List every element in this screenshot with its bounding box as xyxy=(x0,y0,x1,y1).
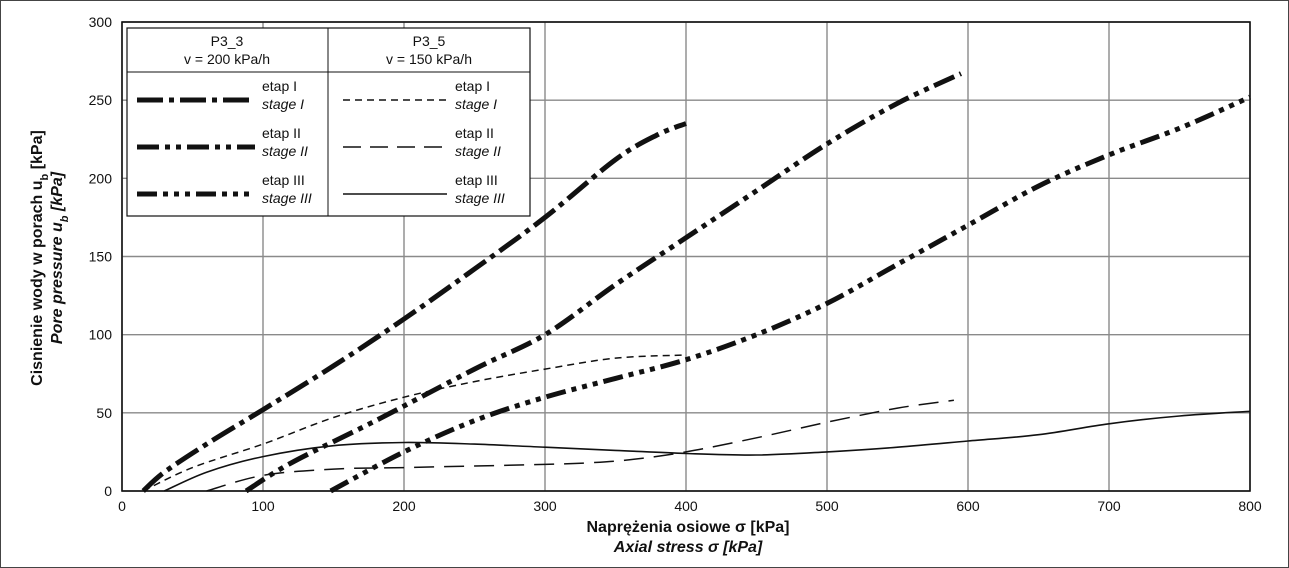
x-axis-title-en: Axial stress σ [kPa] xyxy=(613,539,763,556)
x-tick-label: 600 xyxy=(956,498,980,514)
y-axis-title-main: Cisnienie wody w porach u xyxy=(29,180,46,385)
y-axis-title-unit: [kPa] xyxy=(29,130,46,174)
legend-group-p33-name: P3_3 xyxy=(211,33,244,49)
y-axis-title-en-unit: [kPa] xyxy=(49,171,66,215)
series-line-p35-stage-ii xyxy=(206,399,955,492)
legend-p33-stage2-pl: etap II xyxy=(262,125,301,141)
x-tick-label: 300 xyxy=(533,498,557,514)
legend-p35-stage2-pl: etap II xyxy=(455,125,494,141)
y-tick-label: 0 xyxy=(104,483,112,499)
legend: P3_3 v = 200 kPa/h P3_5 v = 150 kPa/h et… xyxy=(126,27,531,217)
y-tick-label: 150 xyxy=(89,249,113,265)
y-axis-title-sub: b xyxy=(39,173,51,180)
x-axis-title: Naprężenia osiowe σ [kPa] xyxy=(586,519,789,536)
series-line-p33-stage-i xyxy=(141,121,687,493)
legend-p35-stage1-pl: etap I xyxy=(455,78,490,94)
y-axis-title-en: Pore pressure ub [kPa] xyxy=(49,171,71,344)
x-tick-label: 100 xyxy=(251,498,275,514)
legend-p33-stage1-en: stage I xyxy=(262,96,304,112)
series-line-p33-stage-iii xyxy=(329,94,1252,494)
legend-group-p35-name: P3_5 xyxy=(413,33,446,49)
legend-group-p33-rate: v = 200 kPa/h xyxy=(184,51,270,67)
series-line-p35-stage-i xyxy=(142,354,687,492)
x-tick-label: 200 xyxy=(392,498,416,514)
legend-p35-stage3-en: stage III xyxy=(455,190,505,206)
legend-p35-stage3-pl: etap III xyxy=(455,172,498,188)
y-axis-title: Cisnienie wody w porach ub [kPa] xyxy=(29,130,51,386)
series-layer xyxy=(141,71,1252,494)
legend-p35-stage1-en: stage I xyxy=(455,96,497,112)
legend-p33-stage3-pl: etap III xyxy=(262,172,305,188)
plot-frame xyxy=(121,21,1251,492)
axes: 0 100 200 300 400 500 600 700 800 0 50 100 150 200 250… xyxy=(89,14,1262,514)
y-tick-label: 200 xyxy=(89,170,113,186)
legend-p35-stage2-en: stage II xyxy=(455,143,501,159)
series-line-p33-stage-ii xyxy=(244,71,963,494)
x-tick-label: 400 xyxy=(674,498,698,514)
y-tick-label: 50 xyxy=(96,405,112,421)
legend-p33-stage3-en: stage III xyxy=(262,190,312,206)
y-axis-title-en-sub: b xyxy=(59,215,71,222)
y-tick-label: 100 xyxy=(89,327,113,343)
series-line-p35-stage-iii xyxy=(163,410,1251,492)
x-tick-label: 0 xyxy=(118,498,126,514)
x-tick-label: 500 xyxy=(815,498,839,514)
legend-group-p35-rate: v = 150 kPa/h xyxy=(386,51,472,67)
y-tick-label: 250 xyxy=(89,92,113,108)
legend-p33-stage2-en: stage II xyxy=(262,143,308,159)
legend-p33-stage1-pl: etap I xyxy=(262,78,297,94)
y-axis-title-en-main: Pore pressure u xyxy=(49,222,66,344)
y-tick-label: 300 xyxy=(89,14,113,30)
x-tick-label: 800 xyxy=(1238,498,1262,514)
x-tick-label: 700 xyxy=(1097,498,1121,514)
